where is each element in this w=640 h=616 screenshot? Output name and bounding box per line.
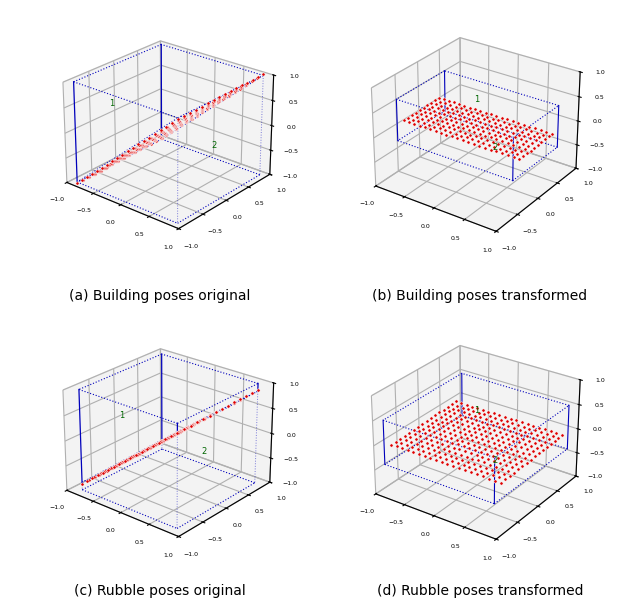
Text: (b) Building poses transformed: (b) Building poses transformed	[372, 289, 588, 302]
Text: (d) Rubble poses transformed: (d) Rubble poses transformed	[377, 585, 583, 598]
Text: (c) Rubble poses original: (c) Rubble poses original	[74, 585, 246, 598]
Text: (a) Building poses original: (a) Building poses original	[69, 289, 251, 302]
